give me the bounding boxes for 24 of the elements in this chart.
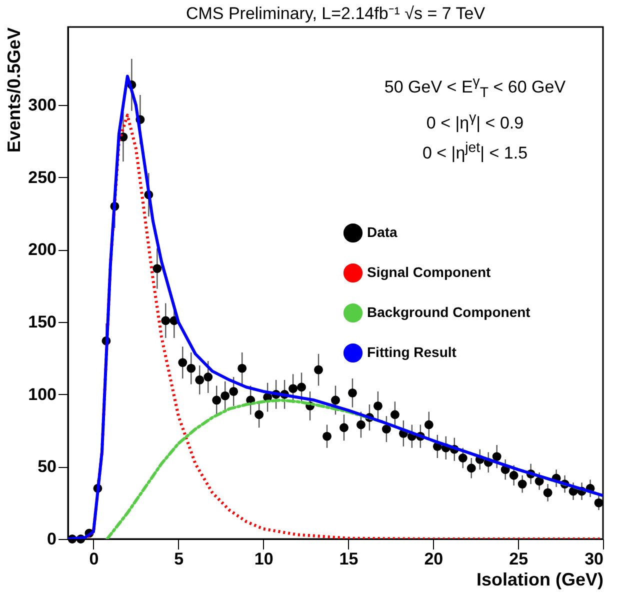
y-tick-label: 300 xyxy=(28,96,56,115)
annotation: 0 < |η$^{jet}$| < 1.5 xyxy=(421,138,529,164)
annotation: 50 GeV < E$^{γ}$$_{T}$ < 60 GeV xyxy=(383,73,567,104)
legend-label: Signal Component xyxy=(367,264,491,280)
x-tick-label: 5 xyxy=(174,550,184,568)
chart-title: CMS Preliminary, L=2.14fb⁻¹ √s = 7 TeV xyxy=(186,4,486,23)
y-tick-label: 250 xyxy=(28,168,56,187)
y-tick-label: 0 xyxy=(47,530,56,548)
x-tick-label: 25 xyxy=(509,550,528,568)
x-tick-label: 10 xyxy=(254,550,274,568)
legend-label: Fitting Result xyxy=(367,344,457,360)
x-tick-label: 0 xyxy=(89,550,99,568)
x-tick-label: 30 xyxy=(584,550,604,568)
annotation: 0 < |η$^{γ}$| < 0.9 xyxy=(425,109,525,135)
y-tick-label: 200 xyxy=(28,240,56,260)
y-tick-label: 100 xyxy=(28,384,56,404)
y-tick-label: 50 xyxy=(38,457,56,476)
x-tick-label: 15 xyxy=(339,550,358,568)
legend-label: Data xyxy=(367,224,398,240)
x-axis-title: Isolation (GeV) xyxy=(476,570,604,590)
y-axis-title: Events/0.5GeV xyxy=(4,28,24,153)
legend-label: Background Component xyxy=(367,304,531,320)
x-tick-label: 20 xyxy=(424,550,444,568)
y-tick-label: 150 xyxy=(28,312,56,332)
